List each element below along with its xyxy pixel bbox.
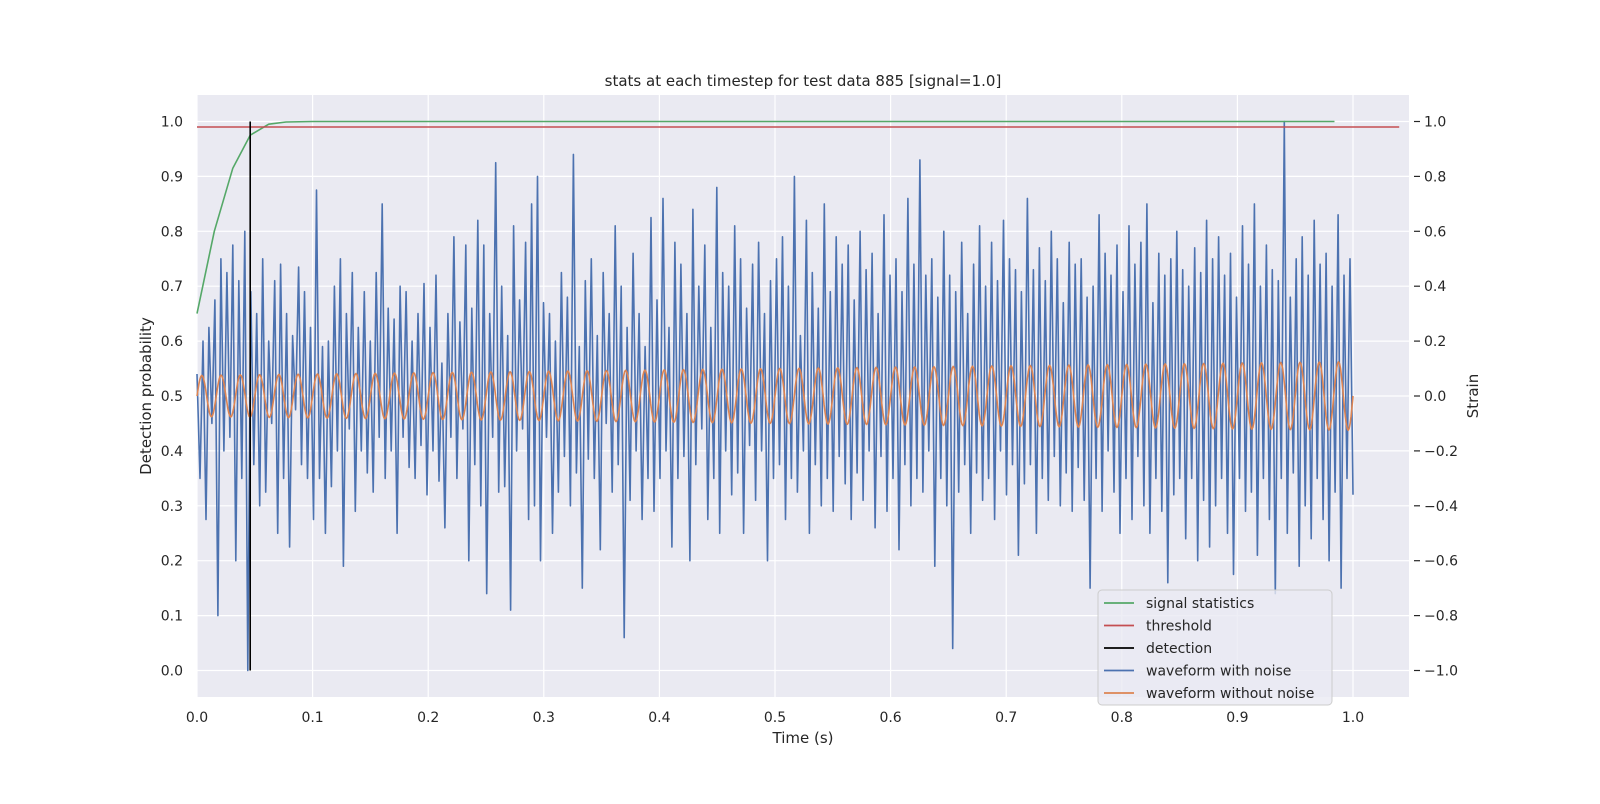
legend-label: waveform with noise: [1146, 664, 1291, 680]
y-tick-label-right: −0.2: [1424, 444, 1458, 460]
x-tick-label: 0.3: [533, 710, 555, 726]
series-signal-statistics-line: [196, 120, 1335, 314]
y-tick-label-left: 0.6: [161, 334, 183, 350]
series-waveform-without-noise-line: [196, 361, 1354, 432]
y-tick-label-left: 0.2: [161, 554, 183, 570]
y-tick-label-left: 0.3: [161, 499, 183, 515]
y-tick-label-right: −0.6: [1424, 554, 1458, 570]
y-tick-label-right: 0.6: [1424, 224, 1446, 240]
legend-label: signal statistics: [1146, 596, 1254, 612]
legend-label: waveform without noise: [1146, 686, 1314, 702]
tick-labels: 0.0 0.1 0.2 0.3 0.4 0.5 0.6 0.7 0.8 0.9 1.0 0.0 0.1 0…: [161, 115, 1458, 727]
x-tick-label: 0.1: [301, 710, 323, 726]
y-axis-label-left: Detection probability: [137, 317, 155, 475]
y-tick-label-left: 0.9: [161, 169, 183, 185]
y-tick-label-left: 1.0: [161, 115, 183, 131]
y-tick-label-right: 0.4: [1424, 279, 1446, 295]
legend-label: detection: [1146, 641, 1212, 657]
x-tick-label: 0.5: [764, 710, 786, 726]
legend-label: threshold: [1146, 619, 1212, 635]
legend: signal statistics threshold detection wavef…: [1097, 589, 1333, 706]
y-tick-label-right: 0.2: [1424, 334, 1446, 350]
y-tick-label-right: 0.8: [1424, 169, 1446, 185]
y-tick-label-left: 0.4: [161, 444, 183, 460]
y-tick-label-right: −0.4: [1424, 499, 1458, 515]
series-layer: [196, 120, 1400, 672]
y-tick-label-left: 0.1: [161, 609, 183, 625]
x-tick-label: 0.6: [879, 710, 901, 726]
x-tick-label: 0.2: [417, 710, 439, 726]
x-tick-label: 0.8: [1111, 710, 1133, 726]
y-tick-label-right: −0.8: [1424, 609, 1458, 625]
x-tick-label: 0.0: [186, 710, 208, 726]
y-tick-label-right: −1.0: [1424, 664, 1458, 680]
y-tick-label-left: 0.8: [161, 224, 183, 240]
series-waveform-with-noise-line: [196, 120, 1354, 672]
x-axis-label: Time (s): [772, 729, 834, 747]
y-tick-label-right: 1.0: [1424, 115, 1446, 131]
y-tick-label-left: 0.5: [161, 389, 183, 405]
x-tick-label: 1.0: [1342, 710, 1364, 726]
chart-title: stats at each timestep for test data 885…: [605, 72, 1002, 90]
y-tick-label-left: 0.0: [161, 664, 183, 680]
y-tick-label-left: 0.7: [161, 279, 183, 295]
x-tick-label: 0.7: [995, 710, 1017, 726]
x-tick-label: 0.4: [648, 710, 670, 726]
legend-box: [1097, 589, 1333, 706]
y-tick-label-right: 0.0: [1424, 389, 1446, 405]
y-axis-label-right: Strain: [1464, 374, 1482, 418]
x-tick-label: 0.9: [1226, 710, 1248, 726]
